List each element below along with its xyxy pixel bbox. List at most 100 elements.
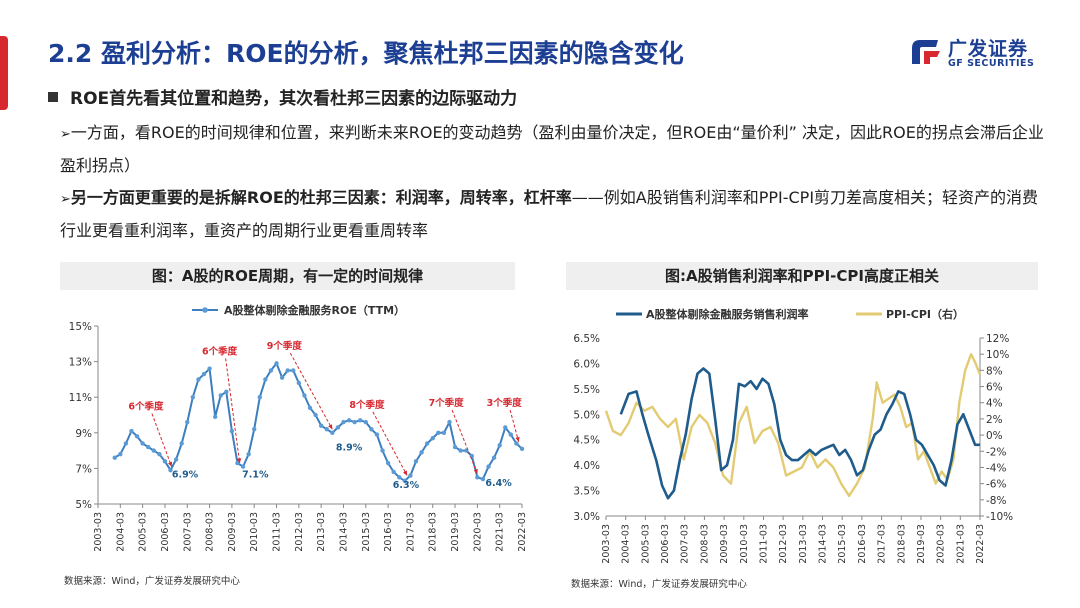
- left-chart-title: 图：A股的ROE周期，有一定的时间规律: [60, 262, 515, 290]
- roe-data-point: [296, 380, 302, 386]
- x-tick-label: 2010-03: [739, 524, 750, 564]
- arrow-bullet-icon: ➢: [60, 192, 71, 207]
- period-annotation: 7个季度: [429, 397, 465, 409]
- x-tick-label: 2012-03: [294, 512, 305, 552]
- annotation-arrowhead: [515, 436, 520, 442]
- x-tick-label: 2020-03: [936, 524, 947, 564]
- y2-tick-label: 8%: [986, 365, 1003, 377]
- x-tick-label: 2014-03: [818, 524, 829, 564]
- roe-data-point: [118, 451, 123, 457]
- roe-data-point: [391, 469, 396, 475]
- period-annotation: 8个季度: [349, 399, 385, 411]
- section-accent-bar: [0, 36, 8, 110]
- annotation-arrowhead: [236, 458, 242, 464]
- annotation-arrowhead: [168, 461, 173, 467]
- roe-data-point: [285, 368, 290, 373]
- y-tick-label: 3.5%: [573, 486, 600, 498]
- roe-data-point: [140, 441, 145, 446]
- trough-value-label: 6.4%: [485, 478, 512, 489]
- roe-data-point: [503, 425, 508, 430]
- x-tick-label: 2016-03: [383, 512, 394, 552]
- legend-marker: [202, 307, 208, 313]
- y-tick-label: 5.5%: [573, 384, 600, 396]
- annotation-arrowhead: [473, 468, 478, 474]
- annotation-arrowhead: [328, 424, 333, 430]
- y2-tick-label: -6%: [986, 479, 1006, 491]
- roe-data-point: [324, 427, 329, 432]
- y-tick-label: 4.0%: [573, 460, 600, 472]
- roe-data-point: [514, 441, 519, 446]
- x-tick-label: 2011-03: [758, 524, 769, 564]
- roe-data-point: [129, 428, 134, 434]
- y2-tick-label: 0%: [986, 430, 1003, 442]
- gf-logo-icon: [912, 40, 940, 64]
- legend-label: A股整体剔除金融服务ROE（TTM）: [224, 303, 405, 317]
- x-tick-label: 2016-03: [857, 524, 868, 564]
- margin-ppi-cpi-chart: 3.0% 3.5% 4.0% 4.5% 5.0% 5.5% 6.0% 6.5% -10% -8% -…: [573, 307, 1013, 564]
- roe-data-point: [458, 448, 463, 453]
- y2-tick-label: 4%: [986, 398, 1003, 410]
- roe-data-point: [335, 425, 341, 430]
- x-tick-label: 2007-03: [182, 512, 193, 552]
- roe-data-point: [179, 441, 184, 446]
- x-tick-label: 2010-03: [249, 512, 260, 552]
- roe-data-point: [419, 450, 424, 455]
- page-title: 2.2 盈利分析：ROE的分析，聚焦杜邦三因素的隐含变化: [48, 39, 684, 68]
- roe-data-point: [196, 377, 201, 382]
- roe-data-point: [358, 418, 363, 423]
- roe-data-point: [408, 473, 413, 478]
- x-tick-label: 2005-03: [138, 512, 149, 552]
- logo-name-en: GF SECURITIES: [948, 58, 1035, 69]
- bullet-paragraph-2: ➢另一方面更重要的是拆解ROE的杜邦三因素：利润率，周转率，杠杆率——例如A股销…: [60, 182, 1050, 246]
- annotation-arrow: [451, 409, 478, 474]
- roe-data-point: [475, 475, 480, 480]
- roe-data-point: [252, 427, 257, 432]
- roe-data-point: [330, 430, 335, 435]
- x-tick-label: 2009-03: [719, 524, 730, 564]
- left-chart-source: 数据来源：Wind，广发证券发展研究中心: [64, 576, 240, 587]
- paragraph-2-text: ——例如A股销售利润率和PPI-CPI剪刀差高度相关；轻资产的消费行业更看重利润…: [60, 188, 1039, 240]
- y2-tick-label: -8%: [986, 495, 1006, 507]
- roe-data-point: [480, 476, 486, 482]
- x-tick-label: 2014-03: [338, 512, 349, 552]
- x-tick-label: 2017-03: [405, 512, 416, 552]
- roe-data-point: [168, 467, 173, 473]
- annotation-arrow: [225, 358, 241, 464]
- bullet-paragraph-1: ➢一方面，看ROE的时间规律和位置，来判断未来ROE的变动趋势（盈利由量价决定，…: [60, 117, 1050, 181]
- roe-data-point: [441, 430, 447, 435]
- roe-data-point: [190, 395, 196, 400]
- x-tick-label: 2013-03: [316, 512, 327, 552]
- x-tick-label: 2006-03: [160, 512, 171, 552]
- y-tick-label: 6.0%: [573, 358, 600, 370]
- y-tick-label: 7%: [75, 463, 92, 475]
- y-tick-label: 4.5%: [573, 435, 600, 447]
- x-tick-label: 2009-03: [227, 512, 238, 552]
- roe-data-point: [363, 419, 368, 425]
- y2-tick-label: 2%: [986, 414, 1003, 426]
- roe-data-point: [413, 459, 419, 464]
- y2-tick-label: -2%: [986, 446, 1006, 458]
- x-tick-label: 2017-03: [877, 524, 888, 564]
- roe-data-point: [263, 377, 268, 382]
- roe-data-point: [491, 455, 497, 460]
- gf-securities-logo: 广发证券 GF SECURITIES: [908, 34, 1068, 78]
- y2-tick-label: 12%: [986, 333, 1009, 345]
- x-tick-label: 2012-03: [778, 524, 789, 564]
- roe-data-point: [380, 448, 385, 453]
- roe-data-point: [469, 453, 474, 459]
- trough-value-label: 8.9%: [336, 443, 363, 454]
- x-tick-label: 2008-03: [699, 524, 710, 564]
- trough-value-label: 6.9%: [172, 469, 199, 480]
- paragraph-1-text: 一方面，看ROE的时间规律和位置，来判断未来ROE的变动趋势（盈利由量价决定，但…: [60, 123, 1044, 175]
- y2-tick-label: -4%: [986, 462, 1006, 474]
- roe-data-point: [123, 441, 129, 446]
- right-chart-title: 图:A股销售利润率和PPI-CPI高度正相关: [566, 262, 1038, 290]
- roe-data-point: [486, 464, 491, 469]
- roe-data-point: [185, 419, 190, 425]
- margin-series-line: [619, 367, 980, 500]
- roe-data-point: [224, 389, 229, 395]
- x-tick-label: 2019-03: [450, 512, 461, 552]
- y2-tick-label: -10%: [986, 511, 1013, 523]
- roe-data-point: [424, 441, 430, 446]
- roe-data-point: [430, 435, 435, 441]
